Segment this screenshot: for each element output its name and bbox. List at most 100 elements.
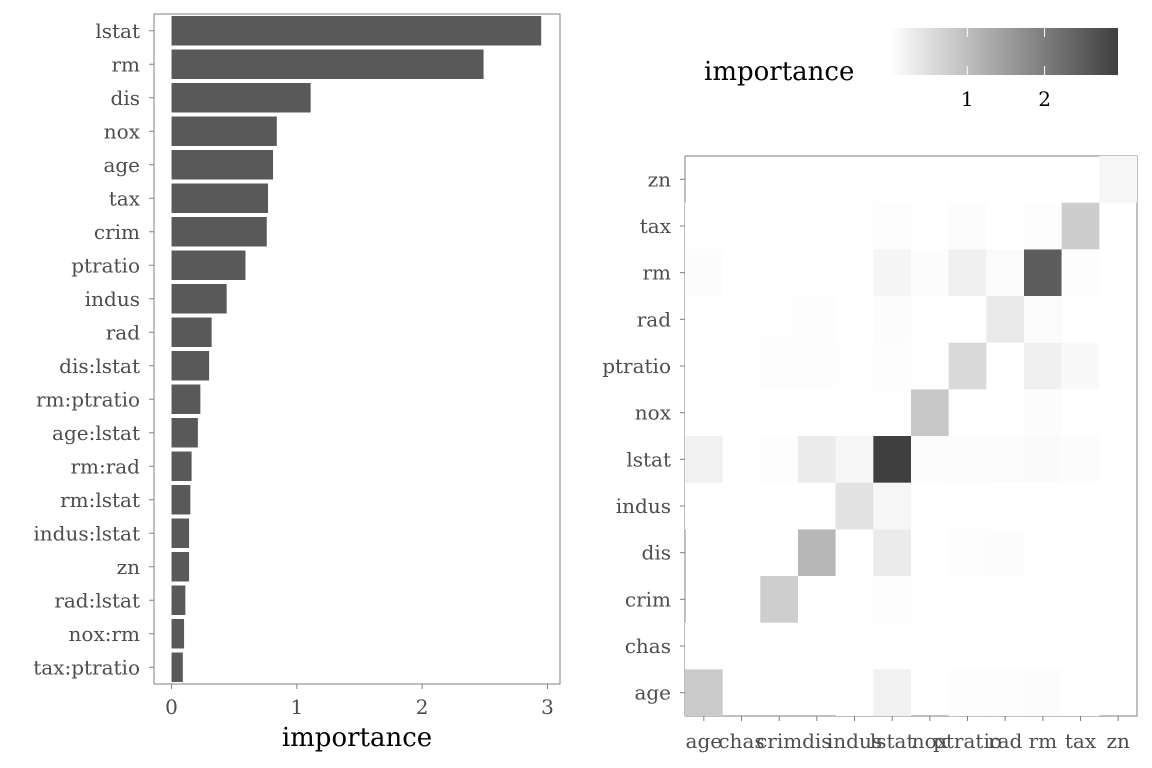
heatmap-y-tick-label: age <box>634 681 671 705</box>
legend-title: importance <box>704 57 854 87</box>
bar-y-tick-label: nox <box>104 119 141 143</box>
heatmap-cell-rad-nox <box>911 296 949 343</box>
bar-crim <box>171 217 267 247</box>
bar-y-tick-label: rm:ptratio <box>36 387 140 411</box>
heatmap-cell-rm-crim <box>760 249 798 296</box>
heatmap-cell-lstat-rm <box>1024 436 1062 483</box>
heatmap-cell-indus-rm <box>1024 482 1062 530</box>
heatmap-y-tick-label: crim <box>625 587 671 611</box>
heatmap-y-tick-label: ptratio <box>602 354 671 378</box>
bar-series <box>171 16 542 682</box>
heatmap-x-tick-label: tax <box>1065 729 1097 753</box>
heatmap-cell-age-rad <box>986 669 1024 716</box>
heatmap-cell-age-rm <box>1024 669 1062 716</box>
bar-y-tick-label: lstat <box>95 19 140 43</box>
heatmap-cell-chas-chas <box>722 622 761 670</box>
bar-nox <box>171 116 277 146</box>
bar-x-tick-label: 1 <box>290 695 303 719</box>
heatmap-cell-lstat-crim <box>760 436 798 483</box>
heatmap-cell-rm-nox <box>911 249 949 296</box>
heatmap-x-tick-label: indus <box>827 729 882 753</box>
bar-y-tick-label: nox:rm <box>69 622 141 646</box>
heatmap-y-tick-labels: age chas crim dis indus lstat nox ptratio rad rm t… <box>602 167 685 705</box>
heatmap-cell-lstat-indus <box>835 436 874 483</box>
heatmap-cell-dis-dis <box>798 529 836 576</box>
bar-x-tick-labels: 0 1 2 3 <box>165 684 554 719</box>
heatmap-y-tick-label: rad <box>637 307 671 331</box>
heatmap-cell-rm-rm <box>1024 249 1062 296</box>
bar-y-tick-label: rm <box>111 52 140 76</box>
heatmap-cell-rad-lstat <box>873 296 911 343</box>
bar-x-tick-label: 3 <box>541 695 554 719</box>
heatmap-cell-rm-lstat <box>873 249 911 296</box>
bar-dis-lstat <box>171 351 210 381</box>
heatmap-cell-indus-ptratio <box>948 482 987 530</box>
heatmap-cell-tax-tax <box>1061 202 1100 250</box>
heatmap-cells <box>685 156 1137 716</box>
heatmap-cell-chas-age <box>685 622 723 670</box>
heatmap-cell-ptratio-tax <box>1061 342 1100 390</box>
bar-rm-rad <box>171 451 192 481</box>
bar-y-tick-label: zn <box>117 555 141 579</box>
heatmap-cell-dis-ptratio <box>948 529 987 576</box>
heatmap-cell-age-ptratio <box>948 669 987 716</box>
heatmap-cell-nox-lstat <box>873 389 911 436</box>
heatmap-cell-nox-age <box>685 389 723 436</box>
heatmap-cell-rad-crim <box>760 296 798 343</box>
heatmap-cell-lstat-nox <box>911 436 949 483</box>
heatmap-cell-tax-ptratio <box>948 202 987 250</box>
bar-y-tick-label: tax:ptratio <box>33 655 140 679</box>
heatmap-cell-crim-crim <box>760 576 798 623</box>
heatmap-y-tick-label: dis <box>642 541 671 565</box>
heatmap-cell-lstat-tax <box>1061 436 1100 483</box>
bar-panel-border <box>153 13 561 685</box>
bar-y-tick-label: tax <box>109 186 141 210</box>
bar-rm-lstat <box>171 485 191 515</box>
heatmap-x-tick-label: age <box>686 729 723 753</box>
heatmap-x-tick-label: ptratio <box>933 729 1002 753</box>
heatmap-cell-tax-age <box>685 202 723 250</box>
bar-x-tick-label: 2 <box>416 695 429 719</box>
bar-y-tick-label: ptratio <box>71 253 140 277</box>
bar-zn <box>171 552 190 582</box>
heatmap-cell-rm-tax <box>1061 249 1100 296</box>
heatmap-cell-tax-lstat <box>873 202 911 250</box>
heatmap-cell-nox-nox <box>911 389 949 436</box>
heatmap-cell-ptratio-rm <box>1024 342 1062 390</box>
heatmap-y-tick-label: indus <box>616 494 671 518</box>
heatmap-y-tick-label: tax <box>640 214 672 238</box>
heatmap-cell-dis-tax <box>1061 529 1100 576</box>
heatmap-x-tick-label: lstat <box>870 729 915 753</box>
heatmap-y-tick-label: zn <box>648 167 672 191</box>
heatmap-cell-ptratio-lstat <box>873 342 911 390</box>
heatmap-cell-zn-zn <box>1099 156 1137 203</box>
bar-y-tick-label: rad <box>106 320 140 344</box>
heatmap-cell-crim-lstat <box>873 576 911 623</box>
heatmap-cell-ptratio-ptratio <box>948 342 987 390</box>
heatmap-cell-crim-ptratio <box>948 576 987 623</box>
bar-y-tick-label: age:lstat <box>52 421 140 445</box>
heatmap-cell-dis-rm <box>1024 529 1062 576</box>
heatmap-x-tick-label: rad <box>988 729 1022 753</box>
bar-y-tick-label: rm:lstat <box>60 488 140 512</box>
heatmap-x-tick-label: dis <box>802 729 831 753</box>
bar-rm <box>171 49 484 79</box>
heatmap-cell-lstat-ptratio <box>948 436 987 483</box>
bar-age-lstat <box>171 418 198 448</box>
heatmap-y-tick-label: rm <box>642 261 671 285</box>
bar-lstat <box>171 16 542 46</box>
heatmap-x-tick-label: crim <box>756 729 802 753</box>
bar-y-tick-labels: lstat rm dis nox age tax crim ptratio indus rad di… <box>33 19 154 679</box>
heatmap-cell-dis-rad <box>986 529 1024 576</box>
heatmap-cell-rm-indus <box>835 249 874 296</box>
heatmap-cell-nox-rm <box>1024 389 1062 436</box>
bar-rm-ptratio <box>171 384 201 414</box>
heatmap-cell-lstat-lstat <box>873 436 911 483</box>
bar-x-axis-title: importance <box>282 723 432 753</box>
heatmap-cell-rad-dis <box>798 296 836 343</box>
heatmap-cell-rad-rm <box>1024 296 1062 343</box>
